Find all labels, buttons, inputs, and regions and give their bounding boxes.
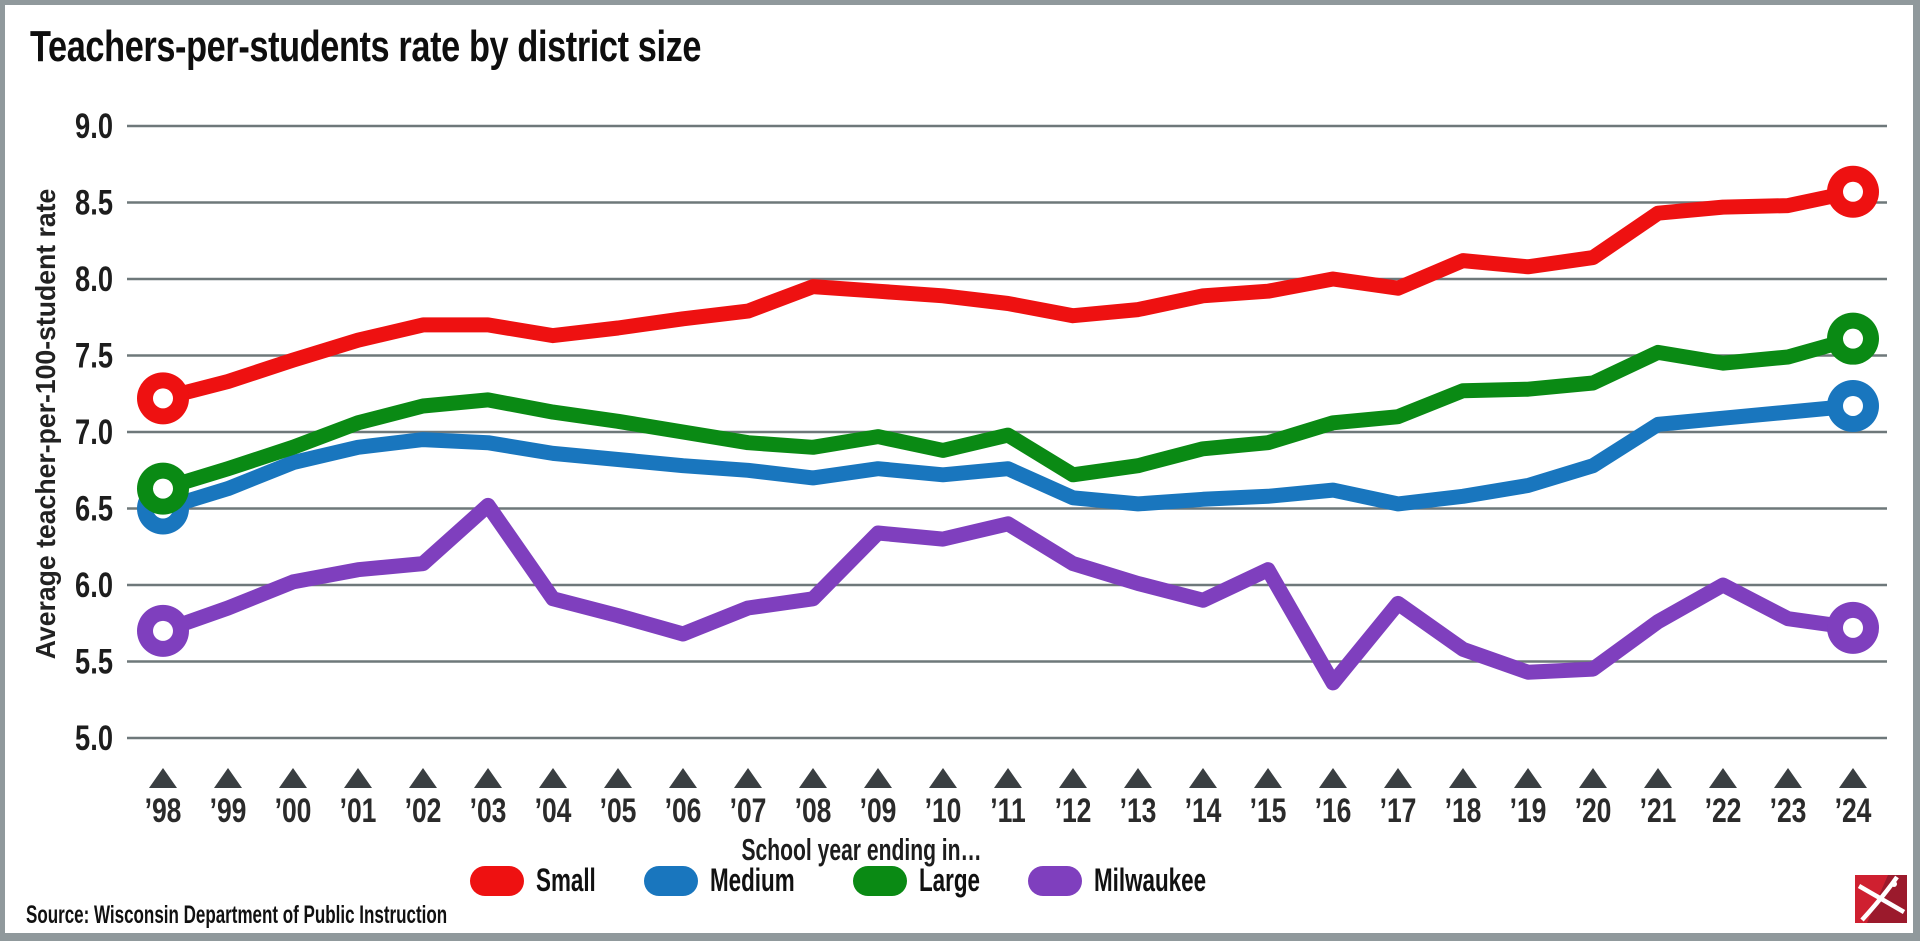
year-tick-triangle-icon: [1579, 768, 1607, 788]
legend-item-milwaukee: Milwaukee: [1027, 862, 1254, 899]
year-tick-triangle-icon: [604, 768, 632, 788]
x-tick-label: ’06: [665, 792, 702, 830]
year-tick-triangle-icon: [1384, 768, 1412, 788]
x-tick-label: ’99: [210, 792, 247, 830]
legend-swatch-icon: [470, 865, 525, 896]
x-tick-label: ’15: [1250, 792, 1287, 830]
series-milwaukee: [137, 497, 1879, 691]
y-tick-label: 7.5: [75, 336, 113, 375]
x-tick-label: ’03: [470, 792, 507, 830]
x-tick-label: ’05: [600, 792, 637, 830]
series-large: [137, 312, 1879, 515]
x-tick-label: ’14: [1185, 792, 1222, 830]
x-tick-label: ’04: [535, 792, 572, 830]
year-tick-triangle-icon: [474, 768, 502, 788]
year-tick-triangle-icon: [409, 768, 437, 788]
x-tick-label: ’10: [925, 792, 962, 830]
legend-item-large: Large: [852, 862, 1006, 899]
year-tick-triangle-icon: [344, 768, 372, 788]
legend-swatch-icon: [852, 865, 907, 896]
x-tick-label: ’12: [1055, 792, 1092, 830]
year-tick-triangle-icon: [1514, 768, 1542, 788]
year-tick-triangle-icon: [1839, 768, 1867, 788]
y-tick-label: 8.0: [75, 260, 113, 299]
legend-label: Milwaukee: [1093, 862, 1206, 898]
year-tick-triangle-icon: [1059, 768, 1087, 788]
legend-swatch-icon: [1027, 865, 1082, 896]
x-tick-label: ’00: [275, 792, 312, 830]
year-tick-triangle-icon: [864, 768, 892, 788]
year-tick-triangle-icon: [214, 768, 242, 788]
y-tick-label: 7.0: [75, 413, 113, 452]
year-tick-triangle-icon: [994, 768, 1022, 788]
year-tick-triangle-icon: [1189, 768, 1217, 788]
legend-item-small: Small: [470, 862, 621, 899]
chart-title: Teachers-per-students rate by district s…: [30, 22, 702, 71]
x-tick-label: ’02: [405, 792, 442, 830]
y-tick-label: 8.5: [75, 183, 113, 222]
x-tick-label: ’17: [1380, 792, 1417, 830]
legend-label: Medium: [709, 862, 795, 898]
year-tick-triangle-icon: [279, 768, 307, 788]
x-tick-label: ’09: [860, 792, 897, 830]
legend-label: Small: [536, 862, 597, 898]
year-tick-triangle-icon: [1319, 768, 1347, 788]
legend-item-medium: Medium: [643, 862, 831, 899]
year-tick-triangle-icon: [1774, 768, 1802, 788]
x-axis: ’98 ’99 ’00 ’01 ’02 ’03 ’04 ’05 ’06 ’07 ’08 ’09 ’10 ’…: [145, 768, 1872, 830]
x-tick-label: ’21: [1640, 792, 1677, 830]
y-tick-label: 5.5: [75, 642, 113, 681]
gridlines: [127, 124, 1887, 740]
year-tick-triangle-icon: [1449, 768, 1477, 788]
year-tick-triangle-icon: [1644, 768, 1672, 788]
x-tick-label: ’07: [730, 792, 767, 830]
x-tick-label: ’19: [1510, 792, 1547, 830]
x-tick-label: ’16: [1315, 792, 1352, 830]
publisher-pickaxe-logo: [1855, 875, 1907, 923]
source-credit: Source: Wisconsin Department of Public I…: [26, 901, 448, 929]
x-tick-label: ’01: [340, 792, 377, 830]
series-medium: [137, 379, 1879, 535]
x-axis-title: School year ending in…: [741, 832, 983, 867]
y-tick-label: 5.0: [75, 719, 113, 758]
x-tick-label: ’23: [1770, 792, 1807, 830]
y-tick-labels: 9.0 8.5 8.0 7.5 7.0 6.5 6.0 5.5 5.0: [75, 107, 113, 758]
x-tick-label: ’08: [795, 792, 832, 830]
year-tick-triangle-icon: [1254, 768, 1282, 788]
year-tick-triangle-icon: [1124, 768, 1152, 788]
year-tick-triangle-icon: [1709, 768, 1737, 788]
x-tick-label: ’20: [1575, 792, 1612, 830]
year-tick-triangle-icon: [669, 768, 697, 788]
x-tick-label: ’11: [990, 792, 1025, 830]
year-tick-triangle-icon: [149, 768, 177, 788]
year-tick-triangle-icon: [799, 768, 827, 788]
year-tick-triangle-icon: [734, 768, 762, 788]
x-tick-label: ’13: [1120, 792, 1157, 830]
y-tick-label: 6.0: [75, 566, 113, 605]
x-tick-label: ’22: [1705, 792, 1742, 830]
legend-label: Large: [918, 862, 980, 898]
year-tick-triangle-icon: [929, 768, 957, 788]
series-small: [137, 165, 1879, 425]
chart-legend: Small Medium Large Milwaukee: [0, 862, 1724, 899]
x-tick-label: ’18: [1445, 792, 1482, 830]
x-tick-label: ’98: [145, 792, 182, 830]
year-tick-triangle-icon: [539, 768, 567, 788]
y-tick-label: 9.0: [75, 107, 113, 146]
x-tick-label: ’24: [1835, 792, 1872, 830]
y-tick-label: 6.5: [75, 489, 113, 528]
legend-swatch-icon: [643, 865, 698, 896]
